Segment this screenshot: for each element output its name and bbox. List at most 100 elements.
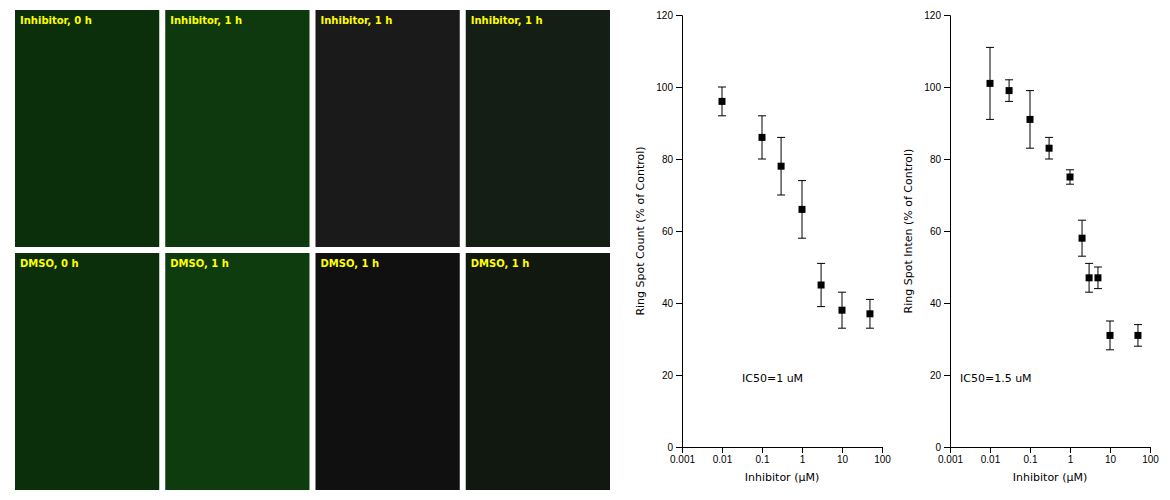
tick-mark	[722, 447, 723, 453]
tick-label: 0	[935, 442, 941, 453]
tick: 40	[662, 298, 682, 309]
tick: 80	[930, 154, 950, 165]
point	[1094, 274, 1101, 281]
error-bar-cap	[1106, 321, 1114, 322]
error-bar-cap	[777, 137, 785, 138]
tick: 120	[656, 10, 682, 21]
tick-label: 0.001	[670, 454, 695, 465]
tick-label: 40	[930, 298, 942, 309]
tick-mark	[676, 447, 682, 448]
y-axis: 0 20 40 60 80 100 120	[924, 10, 950, 453]
tick-label: 80	[930, 154, 942, 165]
error-bar-cap	[838, 292, 846, 293]
error-bar-cap	[838, 328, 846, 329]
tick-label: 1	[800, 454, 806, 465]
tick-label: 20	[662, 370, 674, 381]
error-bar	[1026, 91, 1034, 149]
error-bar	[866, 299, 874, 328]
axis-line	[676, 16, 683, 448]
tick: 10	[837, 447, 849, 465]
error-bar-cap	[1066, 169, 1074, 170]
point	[1107, 332, 1114, 339]
error-bar-cap	[1085, 263, 1093, 264]
image-panel	[165, 253, 309, 490]
error-bar	[1094, 267, 1102, 289]
point	[1046, 145, 1053, 152]
error-bar-cap	[1026, 148, 1034, 149]
point	[1067, 174, 1074, 181]
point	[987, 80, 994, 87]
tick: 10	[1105, 447, 1117, 465]
axis-line	[951, 448, 1151, 454]
axis-line	[683, 448, 883, 454]
error-bar	[798, 181, 806, 239]
image-panel	[466, 253, 610, 490]
tick-mark	[676, 231, 682, 232]
tick: 60	[930, 226, 950, 237]
y-axis: 020406080100120	[656, 10, 682, 453]
tick: 60	[662, 226, 682, 237]
panel-label: DMSO, 1 h	[321, 258, 380, 269]
tick-mark	[676, 375, 682, 376]
error-bar-cap	[986, 47, 994, 48]
error-bar-cap	[1094, 267, 1102, 268]
error-bar-cap	[817, 306, 825, 307]
error-bar-cap	[1078, 220, 1086, 221]
error-bar-cap	[1078, 256, 1086, 257]
tick: 20	[930, 370, 950, 381]
tick: 100	[874, 447, 891, 465]
tick: 0.001	[670, 447, 695, 465]
tick-label: 0.01	[981, 454, 1001, 465]
panel-label: DMSO, 1 h	[471, 258, 530, 269]
error-bar	[838, 292, 846, 328]
point	[839, 307, 846, 314]
panel-label: DMSO, 0 h	[20, 258, 79, 269]
error-bar	[1005, 80, 1013, 102]
image-panel	[15, 10, 159, 247]
error-bar-cap	[986, 119, 994, 120]
panel-label: DMSO, 1 h	[170, 258, 229, 269]
tick-label: 60	[930, 226, 942, 237]
tick-mark	[1070, 447, 1071, 453]
figure: Inhibitor, 0 hInhibitor, 1 hInhibitor, 1…	[0, 0, 1170, 500]
tick-mark	[1150, 447, 1151, 453]
error-bar-cap	[866, 328, 874, 329]
point	[866, 310, 873, 317]
error-bar-cap	[1134, 346, 1142, 347]
point	[1079, 235, 1086, 242]
tick-mark	[676, 87, 682, 88]
point	[799, 206, 806, 213]
tick-label: 40	[662, 298, 674, 309]
image-panel	[165, 10, 309, 247]
tick: 0.001	[938, 447, 963, 465]
tick-mark	[842, 447, 843, 453]
point	[759, 134, 766, 141]
tick-label: 0	[667, 442, 673, 453]
tick: 120	[924, 10, 950, 21]
error-bar	[1066, 170, 1074, 184]
error-bar-cap	[798, 180, 806, 181]
error-bar	[718, 87, 726, 116]
tick-label: 100	[656, 82, 673, 93]
error-bar	[1045, 137, 1053, 159]
error-bar	[1078, 220, 1086, 256]
image-panel	[15, 253, 159, 490]
tick-mark	[990, 447, 991, 453]
x-axis-label: Inhibitor (μM)	[745, 471, 819, 484]
error-bar	[1106, 321, 1114, 350]
axis-line	[944, 16, 951, 448]
point	[1134, 332, 1141, 339]
error-bar-cap	[758, 115, 766, 116]
point	[1027, 116, 1034, 123]
tick-label: 0.01	[713, 454, 733, 465]
tick-mark	[944, 375, 950, 376]
tick-label: 0.1	[756, 454, 770, 465]
point	[1006, 87, 1013, 94]
data-marks	[986, 47, 1142, 349]
tick: 1	[1068, 447, 1074, 465]
tick: 100	[924, 82, 950, 93]
tick-mark	[944, 87, 950, 88]
error-bar-cap	[798, 238, 806, 239]
tick: 0.01	[981, 447, 1001, 465]
image-grid: Inhibitor, 0 hInhibitor, 1 hInhibitor, 1…	[15, 10, 610, 490]
